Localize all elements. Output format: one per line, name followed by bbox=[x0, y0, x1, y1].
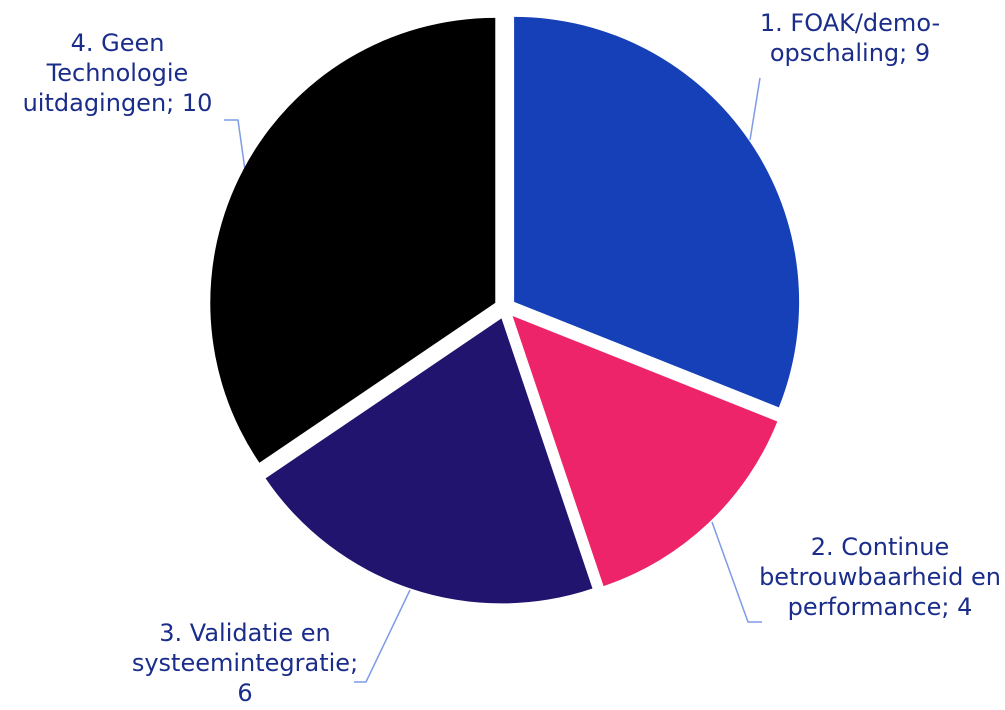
data-label: 4. Geen Technologie uitdagingen; 10 bbox=[22, 29, 213, 117]
leader-line bbox=[711, 521, 762, 623]
leader-line bbox=[224, 119, 246, 171]
data-label: 1. FOAK/demo-opschaling; 9 bbox=[759, 9, 941, 67]
pie-slice bbox=[210, 17, 496, 463]
pie-slice bbox=[265, 318, 593, 604]
pie-slice bbox=[514, 16, 800, 408]
leader-line bbox=[749, 77, 761, 141]
pie-slice bbox=[512, 315, 778, 587]
leader-line bbox=[354, 589, 411, 683]
data-label: 2. Continue betrouwbaarheid en performan… bbox=[759, 533, 1001, 621]
data-label: 3. Validatie en systeemintegratie; 6 bbox=[131, 619, 359, 707]
